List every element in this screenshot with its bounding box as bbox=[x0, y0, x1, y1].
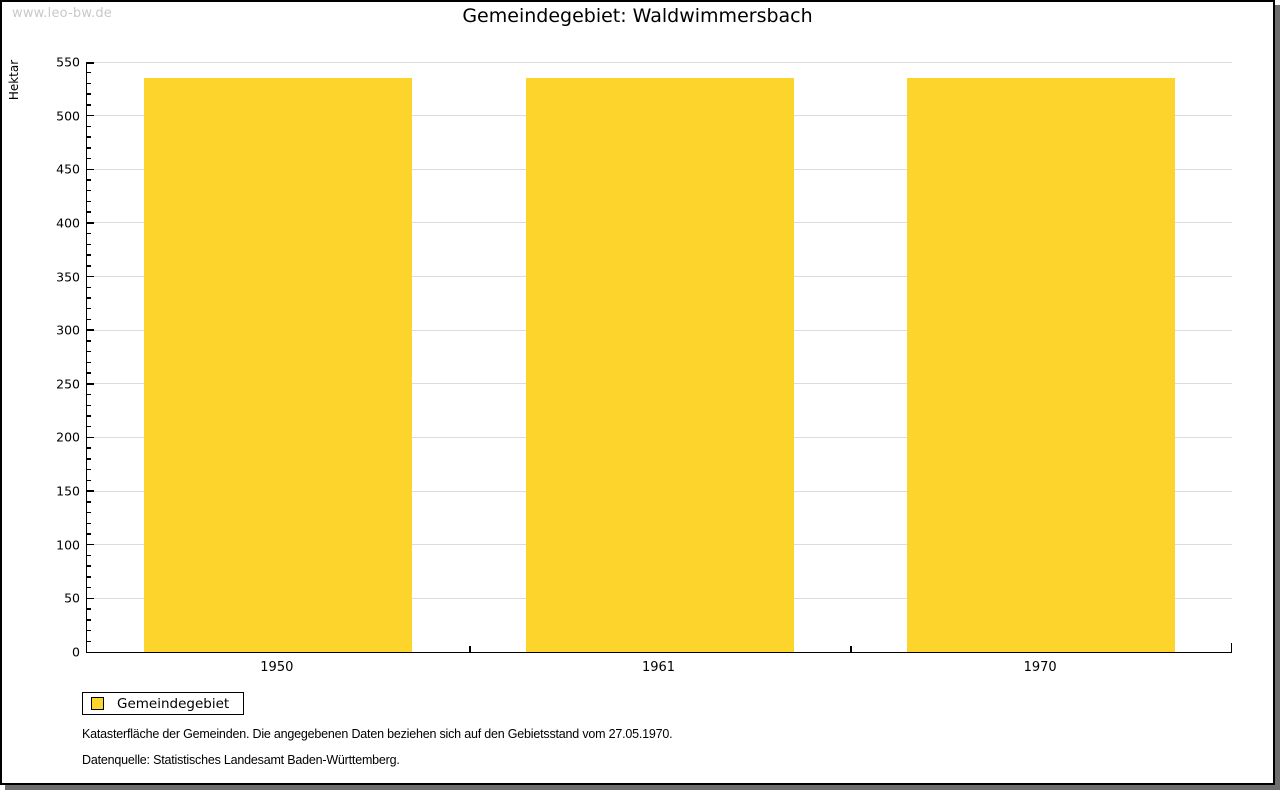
y-minor-tick bbox=[87, 361, 91, 364]
y-major-tick bbox=[87, 597, 94, 600]
y-tick-label: 400 bbox=[56, 215, 80, 231]
y-axis-tick-labels: 0 50 100 150 200 250 300 350 400 450 500 550 bbox=[2, 55, 80, 660]
y-tick-label: 550 bbox=[56, 54, 80, 70]
y-gridline bbox=[87, 62, 1232, 63]
y-major-tick bbox=[87, 490, 94, 492]
y-major-tick bbox=[87, 275, 94, 278]
y-tick-label: 500 bbox=[56, 108, 80, 124]
y-minor-tick bbox=[87, 243, 91, 246]
y-major-tick bbox=[87, 222, 94, 224]
y-tick-label: 200 bbox=[56, 429, 80, 445]
y-tick-label: 100 bbox=[56, 537, 80, 553]
y-minor-tick bbox=[87, 619, 91, 621]
y-minor-tick bbox=[87, 501, 91, 503]
y-minor-tick bbox=[87, 586, 91, 589]
x-boundary-tick bbox=[469, 646, 471, 652]
bar-1961 bbox=[525, 78, 794, 652]
chart-title: Gemeindegebiet: Waldwimmersbach bbox=[462, 5, 813, 27]
y-tick-label: 0 bbox=[72, 644, 80, 660]
y-major-tick bbox=[87, 383, 94, 385]
y-minor-tick bbox=[87, 468, 91, 471]
y-minor-tick bbox=[87, 82, 91, 85]
y-minor-tick bbox=[87, 479, 91, 482]
y-minor-tick bbox=[87, 179, 91, 181]
y-minor-tick bbox=[87, 640, 91, 643]
y-minor-tick bbox=[87, 125, 91, 128]
y-minor-tick bbox=[87, 522, 91, 525]
y-major-tick bbox=[87, 543, 94, 546]
y-minor-tick bbox=[87, 254, 91, 256]
y-tick-label: 50 bbox=[64, 590, 80, 606]
y-minor-tick bbox=[87, 425, 91, 428]
y-minor-tick bbox=[87, 576, 91, 578]
footnote-source-note: Katasterfläche der Gemeinden. Die angege… bbox=[82, 727, 673, 741]
y-minor-tick bbox=[87, 147, 91, 149]
y-tick-label: 250 bbox=[56, 376, 80, 392]
y-minor-tick bbox=[87, 458, 91, 460]
y-minor-tick bbox=[87, 533, 91, 535]
y-minor-tick bbox=[87, 71, 91, 74]
y-minor-tick bbox=[87, 297, 91, 299]
x-tick-label: 1950 bbox=[260, 660, 294, 675]
y-minor-tick bbox=[87, 404, 91, 407]
plot-area bbox=[86, 62, 1232, 653]
y-minor-tick bbox=[87, 286, 91, 289]
y-major-tick bbox=[87, 114, 94, 117]
y-minor-tick bbox=[87, 318, 91, 321]
y-minor-tick bbox=[87, 415, 91, 417]
y-minor-tick bbox=[87, 608, 91, 610]
y-minor-tick bbox=[87, 104, 91, 106]
y-minor-tick bbox=[87, 189, 91, 192]
y-major-tick bbox=[87, 436, 94, 439]
y-minor-tick bbox=[87, 232, 91, 235]
y-minor-tick bbox=[87, 211, 91, 213]
legend-label: Gemeindegebiet bbox=[117, 695, 230, 712]
y-minor-tick bbox=[87, 372, 91, 374]
x-axis-tick-labels: 1950 1961 1970 bbox=[86, 660, 1232, 678]
y-tick-label: 150 bbox=[56, 483, 80, 499]
x-axis-end-tick bbox=[1230, 643, 1232, 652]
y-minor-tick bbox=[87, 307, 91, 310]
y-minor-tick bbox=[87, 629, 91, 632]
x-tick-label: 1961 bbox=[641, 660, 676, 675]
y-tick-label: 350 bbox=[56, 269, 80, 285]
y-major-tick bbox=[87, 168, 94, 171]
y-minor-tick bbox=[87, 447, 91, 449]
legend: Gemeindegebiet bbox=[82, 692, 245, 715]
legend-swatch-icon bbox=[91, 697, 104, 710]
y-minor-tick bbox=[87, 157, 91, 160]
watermark: www.leo-bw.de bbox=[12, 6, 113, 21]
bar-1970 bbox=[907, 78, 1176, 652]
y-minor-tick bbox=[87, 565, 91, 567]
y-minor-tick bbox=[87, 350, 91, 353]
y-minor-tick bbox=[87, 93, 91, 95]
y-minor-tick bbox=[87, 265, 91, 267]
y-tick-label: 300 bbox=[56, 322, 80, 338]
y-minor-tick bbox=[87, 554, 91, 557]
y-tick-label: 450 bbox=[56, 161, 80, 177]
y-minor-tick bbox=[87, 511, 91, 514]
x-tick-label: 1970 bbox=[1023, 660, 1057, 675]
y-major-tick bbox=[87, 62, 94, 64]
bar-1950 bbox=[143, 78, 412, 652]
y-major-tick bbox=[87, 329, 94, 331]
y-minor-tick bbox=[87, 200, 91, 203]
y-minor-tick bbox=[87, 340, 91, 342]
x-boundary-tick bbox=[850, 646, 852, 652]
y-minor-tick bbox=[87, 393, 91, 396]
footnote-data-source: Datenquelle: Statistisches Landesamt Bad… bbox=[82, 753, 400, 767]
y-minor-tick bbox=[87, 136, 91, 138]
